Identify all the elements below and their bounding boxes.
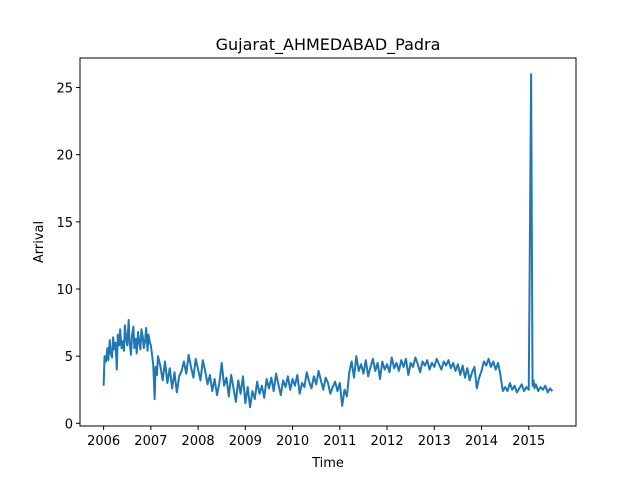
x-tick-label: 2012 <box>371 434 404 449</box>
y-tick-label: 20 <box>56 149 73 164</box>
y-tick-label: 10 <box>56 283 73 298</box>
x-tick-label: 2014 <box>465 434 498 449</box>
x-tick-label: 2007 <box>134 434 167 449</box>
x-tick-label: 2006 <box>87 434 120 449</box>
y-tick-label: 15 <box>56 216 73 231</box>
x-tick-label: 2013 <box>418 434 451 449</box>
y-tick-label: 5 <box>65 350 73 365</box>
x-tick-label: 2010 <box>276 434 309 449</box>
y-tick-label: 25 <box>56 82 73 97</box>
x-tick-label: 2011 <box>323 434 356 449</box>
x-axis-label: Time <box>311 456 344 471</box>
axis-ticks: 2006 2007 2008 2009 2010 2011 2012 2013 2014 2015… <box>56 82 545 449</box>
x-tick-label: 2015 <box>512 434 545 449</box>
x-tick-label: 2008 <box>182 434 215 449</box>
plot-frame <box>79 57 577 427</box>
series-line <box>102 73 554 409</box>
y-axis-label: Arrival <box>32 221 47 263</box>
chart-title: Gujarat_AHMEDABAD_Padra <box>216 35 441 55</box>
y-tick-label: 0 <box>65 417 73 432</box>
x-tick-label: 2009 <box>229 434 262 449</box>
